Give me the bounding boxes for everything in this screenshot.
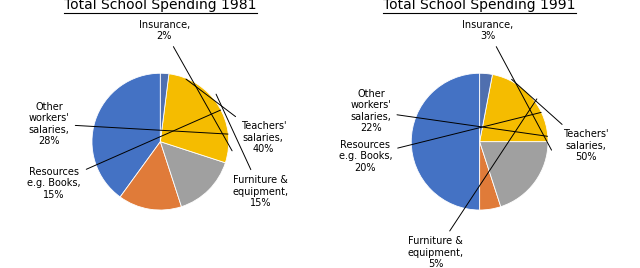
Wedge shape bbox=[161, 73, 169, 142]
Title: Total School Spending 1981: Total School Spending 1981 bbox=[64, 0, 257, 12]
Wedge shape bbox=[479, 75, 548, 142]
Text: Insurance,
2%: Insurance, 2% bbox=[139, 20, 232, 151]
Wedge shape bbox=[92, 73, 161, 197]
Text: Teachers'
salaries,
50%: Teachers' salaries, 50% bbox=[511, 79, 609, 162]
Text: Other
workers'
salaries,
28%: Other workers' salaries, 28% bbox=[29, 102, 228, 146]
Wedge shape bbox=[161, 74, 228, 163]
Wedge shape bbox=[479, 142, 548, 207]
Title: Total School Spending 1991: Total School Spending 1991 bbox=[383, 0, 576, 12]
Wedge shape bbox=[161, 142, 225, 207]
Text: Other
workers'
salaries,
22%: Other workers' salaries, 22% bbox=[351, 89, 548, 136]
Text: Furniture &
equipment,
5%: Furniture & equipment, 5% bbox=[407, 99, 537, 268]
Wedge shape bbox=[120, 142, 182, 210]
Text: Resources
e.g. Books,
15%: Resources e.g. Books, 15% bbox=[28, 110, 221, 200]
Text: Resources
e.g. Books,
20%: Resources e.g. Books, 20% bbox=[339, 112, 541, 173]
Text: Teachers'
salaries,
40%: Teachers' salaries, 40% bbox=[186, 79, 286, 154]
Wedge shape bbox=[412, 73, 479, 210]
Text: Furniture &
equipment,
15%: Furniture & equipment, 15% bbox=[216, 94, 289, 208]
Text: Insurance,
3%: Insurance, 3% bbox=[462, 20, 552, 150]
Wedge shape bbox=[479, 142, 500, 210]
Wedge shape bbox=[479, 73, 492, 142]
